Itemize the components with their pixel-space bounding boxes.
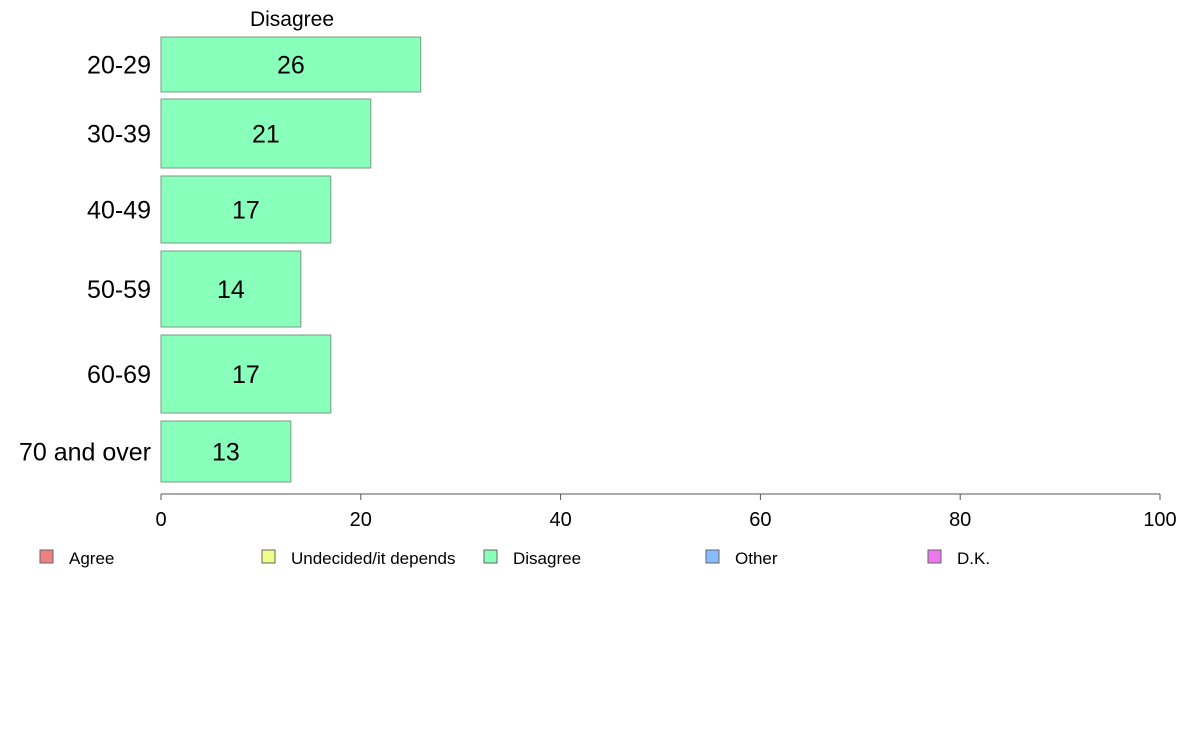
legend-label: D.K. — [957, 549, 990, 568]
legend-label: Agree — [69, 549, 114, 568]
bar-value-label: 13 — [212, 439, 240, 467]
bar-30-39 — [160, 98, 372, 169]
bar-value-label: 26 — [277, 52, 305, 80]
legend-label: Disagree — [513, 549, 581, 568]
legend-label: Other — [735, 549, 778, 568]
bar-value-label: 17 — [232, 197, 260, 225]
x-tick-label: 60 — [749, 509, 771, 531]
legend-swatch — [39, 549, 54, 564]
bar-50-59 — [160, 250, 302, 328]
bar-70-and-over — [160, 420, 292, 483]
x-tick-label: 40 — [549, 509, 571, 531]
category-label: 40-49 — [87, 197, 151, 225]
bars: 26 20-29 21 30-39 17 40-49 14 50-59 17 60-69 13 70 … — [19, 36, 422, 483]
x-tick-label: 100 — [1143, 509, 1176, 531]
category-label: 70 and over — [19, 439, 151, 467]
category-label: 50-59 — [87, 276, 151, 304]
bar-value-label: 14 — [217, 276, 245, 304]
x-axis: 0 20 40 60 80 100 — [155, 493, 1177, 531]
x-tick-label: 0 — [155, 509, 166, 531]
chart-header: Disagree — [250, 8, 334, 31]
bar-20-29 — [160, 36, 422, 93]
category-label: 20-29 — [87, 52, 151, 80]
x-tick-label: 80 — [949, 509, 971, 531]
legend-swatch — [261, 549, 276, 564]
category-label: 60-69 — [87, 361, 151, 389]
legend: Agree Undecided/it depends Disagree Other D.… — [39, 549, 990, 568]
bar-value-label: 21 — [252, 121, 280, 149]
bar-value-label: 17 — [232, 361, 260, 389]
legend-label: Undecided/it depends — [291, 549, 455, 568]
category-label: 30-39 — [87, 121, 151, 149]
legend-swatch — [483, 549, 498, 564]
x-tick-label: 20 — [350, 509, 372, 531]
bar-60-69 — [160, 334, 332, 414]
legend-swatch — [927, 549, 942, 564]
legend-swatch — [705, 549, 720, 564]
bar-40-49 — [160, 175, 332, 244]
